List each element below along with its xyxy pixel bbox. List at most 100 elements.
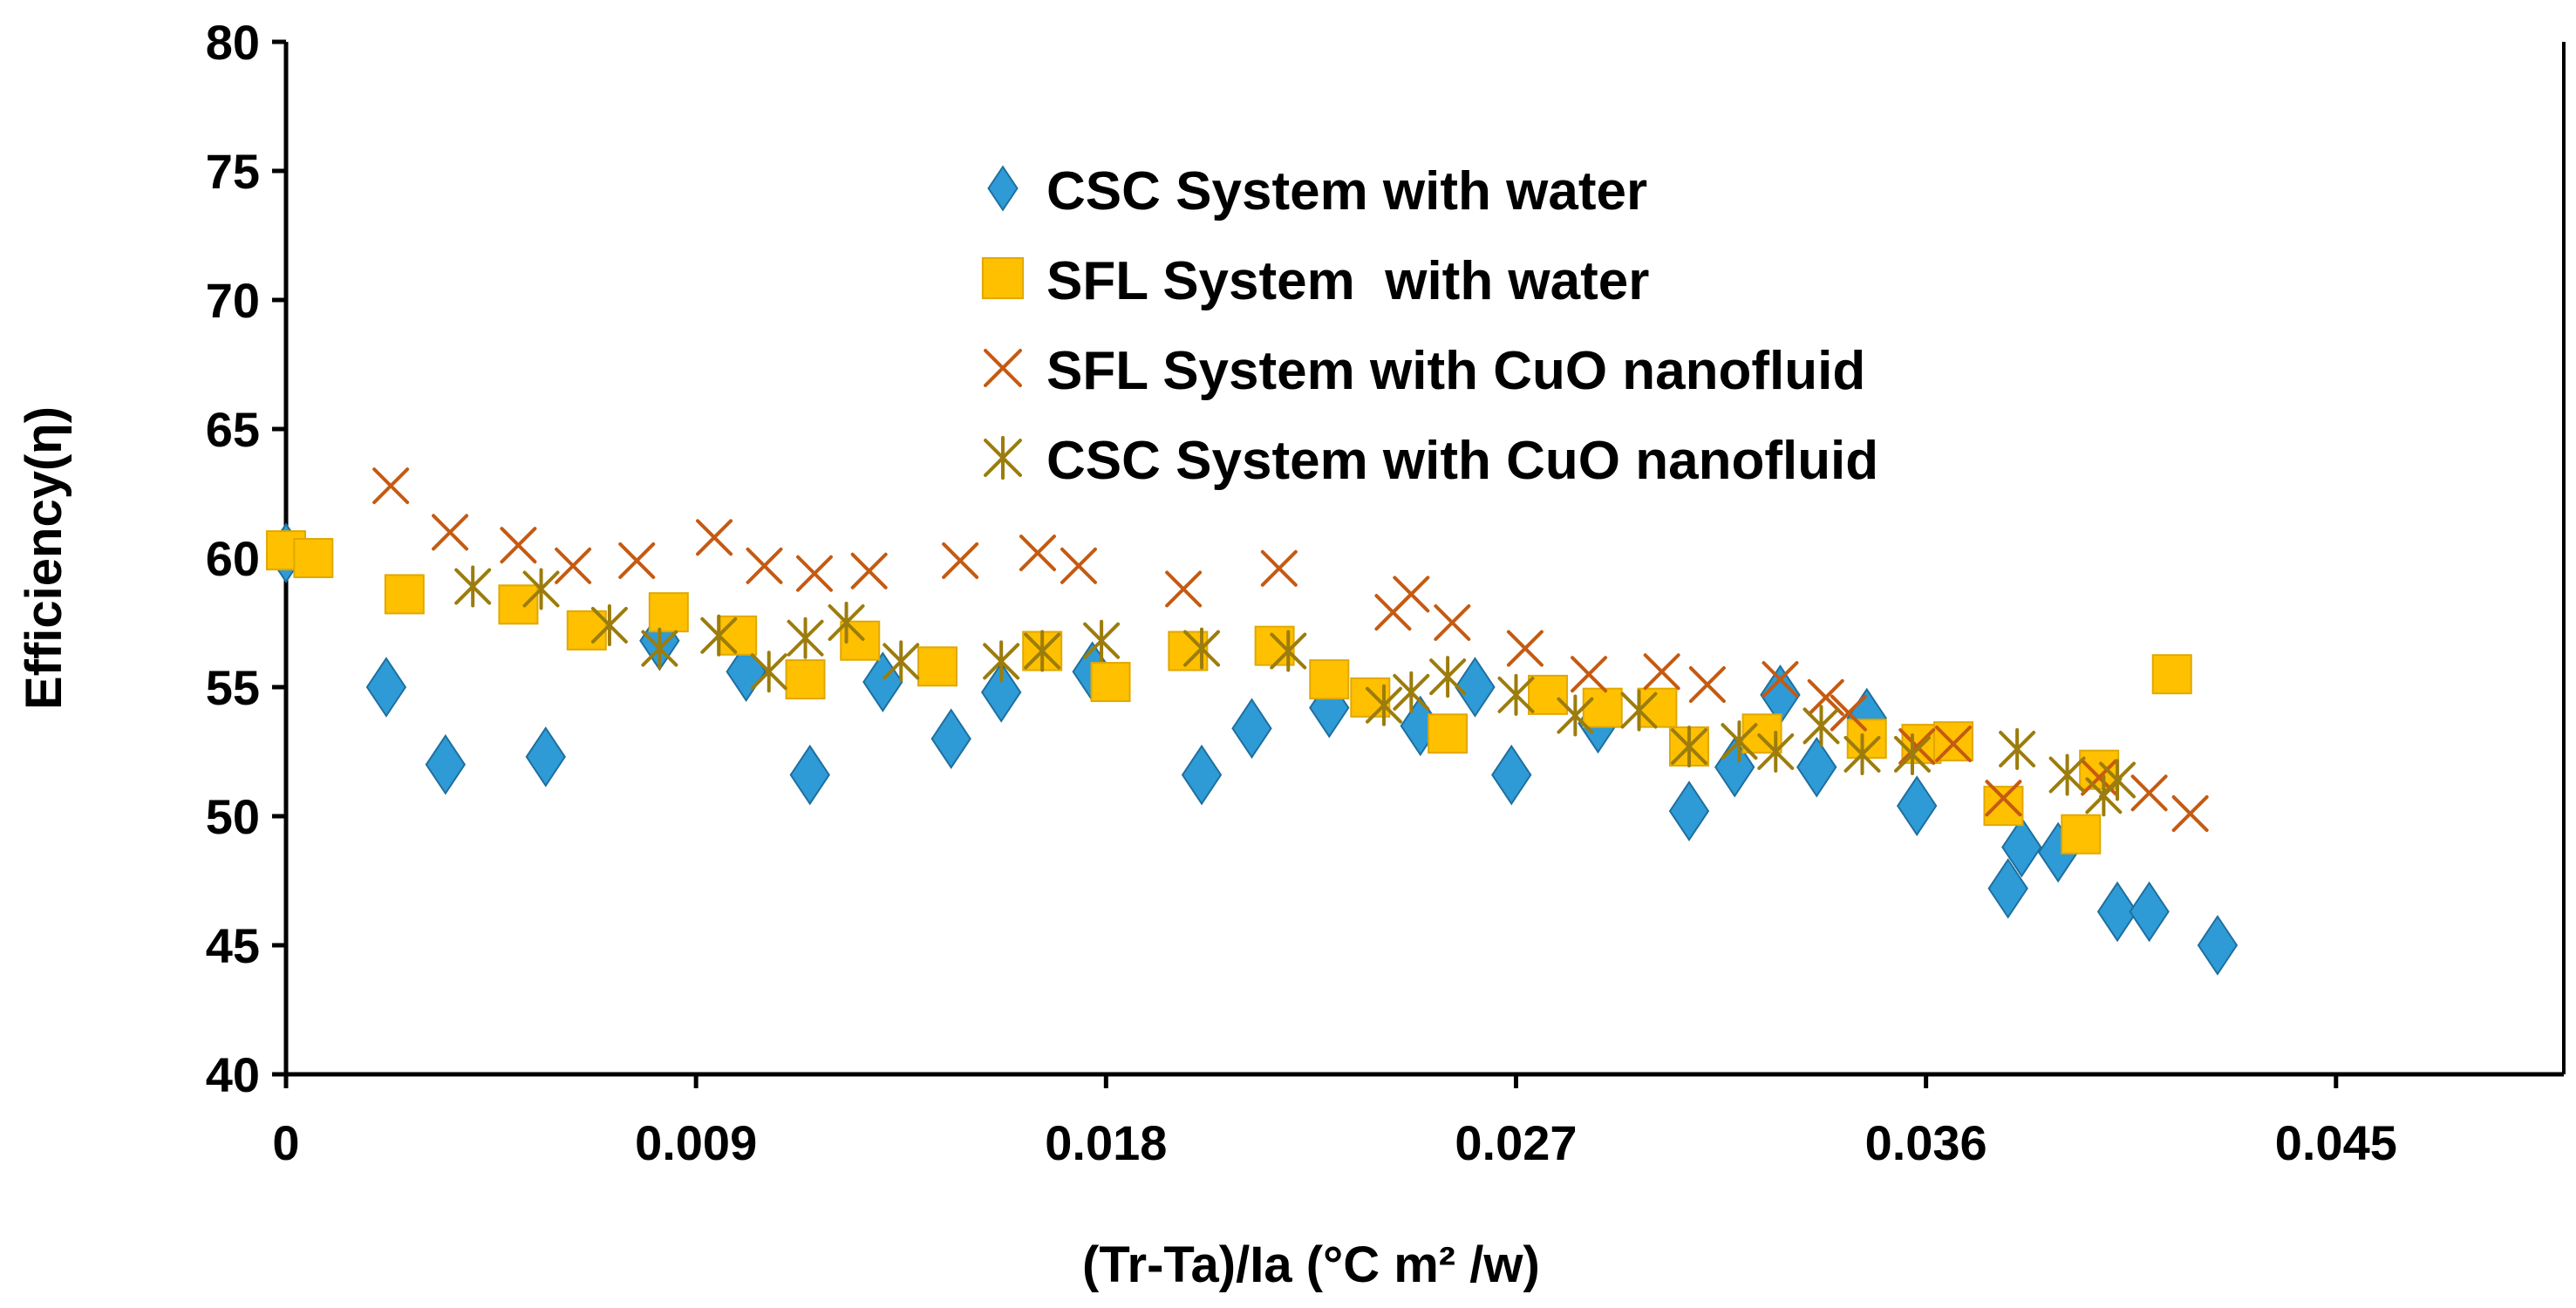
data-point-star xyxy=(2099,759,2136,801)
x-tick-label: 0.027 xyxy=(1455,1115,1577,1170)
data-point-square xyxy=(2151,654,2192,695)
x-tick-label: 0.036 xyxy=(1865,1115,1987,1170)
data-point-x xyxy=(1434,604,1471,641)
x-tick-label: 0 xyxy=(272,1115,299,1170)
legend: CSC System with water SFL System with wat… xyxy=(981,161,1878,491)
data-point-square xyxy=(1582,687,1623,728)
legend-item: CSC System with CuO nanofluid xyxy=(984,431,1878,491)
data-point-x xyxy=(942,542,979,579)
data-point-x xyxy=(1898,728,1936,766)
data-point-square xyxy=(1983,786,2024,827)
data-point-star xyxy=(1083,619,1121,662)
data-point-diamond xyxy=(1896,775,1938,836)
data-point-diamond xyxy=(525,726,566,787)
series-diamond xyxy=(265,522,2239,976)
data-point-diamond xyxy=(1796,736,1837,798)
data-point-square xyxy=(2079,749,2120,790)
y-tick-label: 50 xyxy=(206,789,260,844)
data-point-square xyxy=(785,659,826,700)
data-point-star xyxy=(787,617,824,659)
y-tick-label: 75 xyxy=(206,144,260,199)
data-point-square xyxy=(293,538,334,578)
data-point-x xyxy=(500,527,537,564)
data-point-square xyxy=(1846,719,1887,760)
data-point-x xyxy=(1985,780,2022,817)
data-point-star xyxy=(454,565,492,608)
data-point-star xyxy=(828,602,865,644)
data-point-diamond xyxy=(1181,744,1223,806)
data-point-star xyxy=(1670,726,1707,768)
data-point-star xyxy=(700,614,738,657)
data-point-star xyxy=(522,568,560,610)
data-point-square xyxy=(648,592,689,633)
data-point-star xyxy=(1721,720,1758,763)
data-point-square xyxy=(1528,674,1569,715)
data-point-diamond xyxy=(1231,698,1272,760)
y-tick-label: 40 xyxy=(206,1047,260,1102)
legend-marker-square xyxy=(981,256,1025,300)
data-point-square xyxy=(1090,662,1131,703)
y-tick-label: 55 xyxy=(206,660,260,715)
data-point-star xyxy=(641,627,678,670)
data-point-x xyxy=(1688,666,1726,704)
data-point-star xyxy=(1893,732,1931,775)
data-point-square xyxy=(717,615,758,656)
data-point-star xyxy=(1803,705,1840,747)
data-point-square xyxy=(2061,814,2102,855)
series-square xyxy=(266,530,2192,855)
data-point-square xyxy=(1637,687,1678,728)
data-point-x xyxy=(432,514,469,551)
data-point-x xyxy=(1260,549,1298,587)
y-axis-title: Efficiency(η) xyxy=(16,406,72,710)
data-point-x xyxy=(618,542,656,579)
data-point-star xyxy=(1393,671,1430,713)
legend-marker-star xyxy=(984,435,1022,480)
x-tick-label: 0.009 xyxy=(635,1115,757,1170)
data-point-square xyxy=(917,646,958,687)
y-tick-label: 80 xyxy=(206,15,260,70)
legend-item: CSC System with water xyxy=(987,161,1647,221)
y-tick-label: 60 xyxy=(206,531,260,586)
legend-item: SFL System with water xyxy=(981,251,1649,311)
legend-label: CSC System with CuO nanofluid xyxy=(1046,431,1878,491)
data-point-diamond xyxy=(1668,780,1710,841)
data-point-x xyxy=(1830,694,1867,732)
data-point-diamond xyxy=(1491,744,1532,806)
data-point-star xyxy=(983,640,1020,683)
data-point-x xyxy=(555,547,592,584)
y-ticks: 40 45 50 55 60 65 70 75 80 xyxy=(206,15,286,1102)
data-point-x xyxy=(1165,570,1203,608)
data-point-x xyxy=(746,547,783,584)
data-point-x xyxy=(850,552,888,589)
legend-label: CSC System with water xyxy=(1046,161,1647,221)
data-point-diamond xyxy=(980,662,1022,723)
data-point-diamond xyxy=(930,708,971,770)
data-point-star xyxy=(1757,731,1795,773)
y-tick-label: 70 xyxy=(206,273,260,328)
legend-item: SFL System with CuO nanofluid xyxy=(984,341,1865,401)
legend-label: SFL System with CuO nanofluid xyxy=(1046,341,1865,401)
data-point-star xyxy=(1999,728,2036,771)
y-tick-label: 45 xyxy=(206,918,260,973)
data-point-square xyxy=(498,584,539,625)
data-point-x xyxy=(1571,656,1608,693)
legend-marker-x xyxy=(984,349,1022,387)
data-point-diamond xyxy=(1987,858,2028,919)
data-point-x xyxy=(795,555,833,592)
data-point-diamond xyxy=(425,733,467,795)
data-point-diamond xyxy=(1455,657,1496,718)
data-point-star xyxy=(590,603,628,646)
data-point-square xyxy=(1309,659,1350,700)
data-point-square xyxy=(1428,713,1469,754)
data-point-diamond xyxy=(789,744,830,806)
x-tick-label: 0.018 xyxy=(1045,1115,1167,1170)
data-point-star xyxy=(1270,630,1307,672)
data-point-star xyxy=(2048,753,2086,796)
data-point-star xyxy=(1183,627,1221,670)
data-point-square xyxy=(384,574,425,615)
data-point-x xyxy=(1643,653,1680,691)
data-point-star xyxy=(1365,684,1402,726)
data-point-star xyxy=(1024,630,1061,672)
data-point-square xyxy=(1932,721,1973,762)
